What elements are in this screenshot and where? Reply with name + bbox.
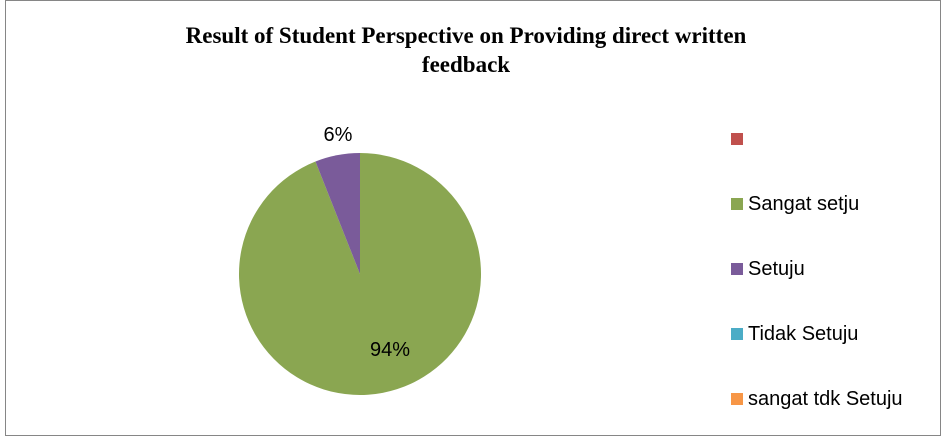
legend-label: Sangat setju [748,192,860,215]
legend-swatch [731,393,743,405]
data-label-sangat-setju: 94% [370,339,410,361]
legend-item-blank [731,125,748,153]
legend-swatch [731,263,743,275]
legend-item-tidak-setuju: Tidak Setuju [731,320,858,348]
pie-slice-setuju [315,153,360,274]
legend-item-setuju: Setuju [731,255,805,283]
legend-swatch [731,328,743,340]
data-label-setuju: 6% [324,124,353,146]
legend-item-sangat-tdk-setuju: sangat tdk Setuju [731,385,903,413]
legend-label: sangat tdk Setuju [748,387,903,410]
chart-title: Result of Student Perspective on Providi… [46,21,886,79]
legend-label: Setuju [748,257,805,280]
legend-label: Tidak Setuju [748,322,859,345]
legend-swatch [731,133,743,145]
pie-chart: 94% 6% [239,124,481,396]
chart-area: Result of Student Perspective on Providi… [5,0,941,436]
legend-item-sangat-setju: Sangat setju [731,190,859,218]
chart-title-line-2: feedback [421,52,511,77]
legend-swatch [731,198,743,210]
chart-title-line-1: Result of Student Perspective on Providi… [185,23,747,48]
